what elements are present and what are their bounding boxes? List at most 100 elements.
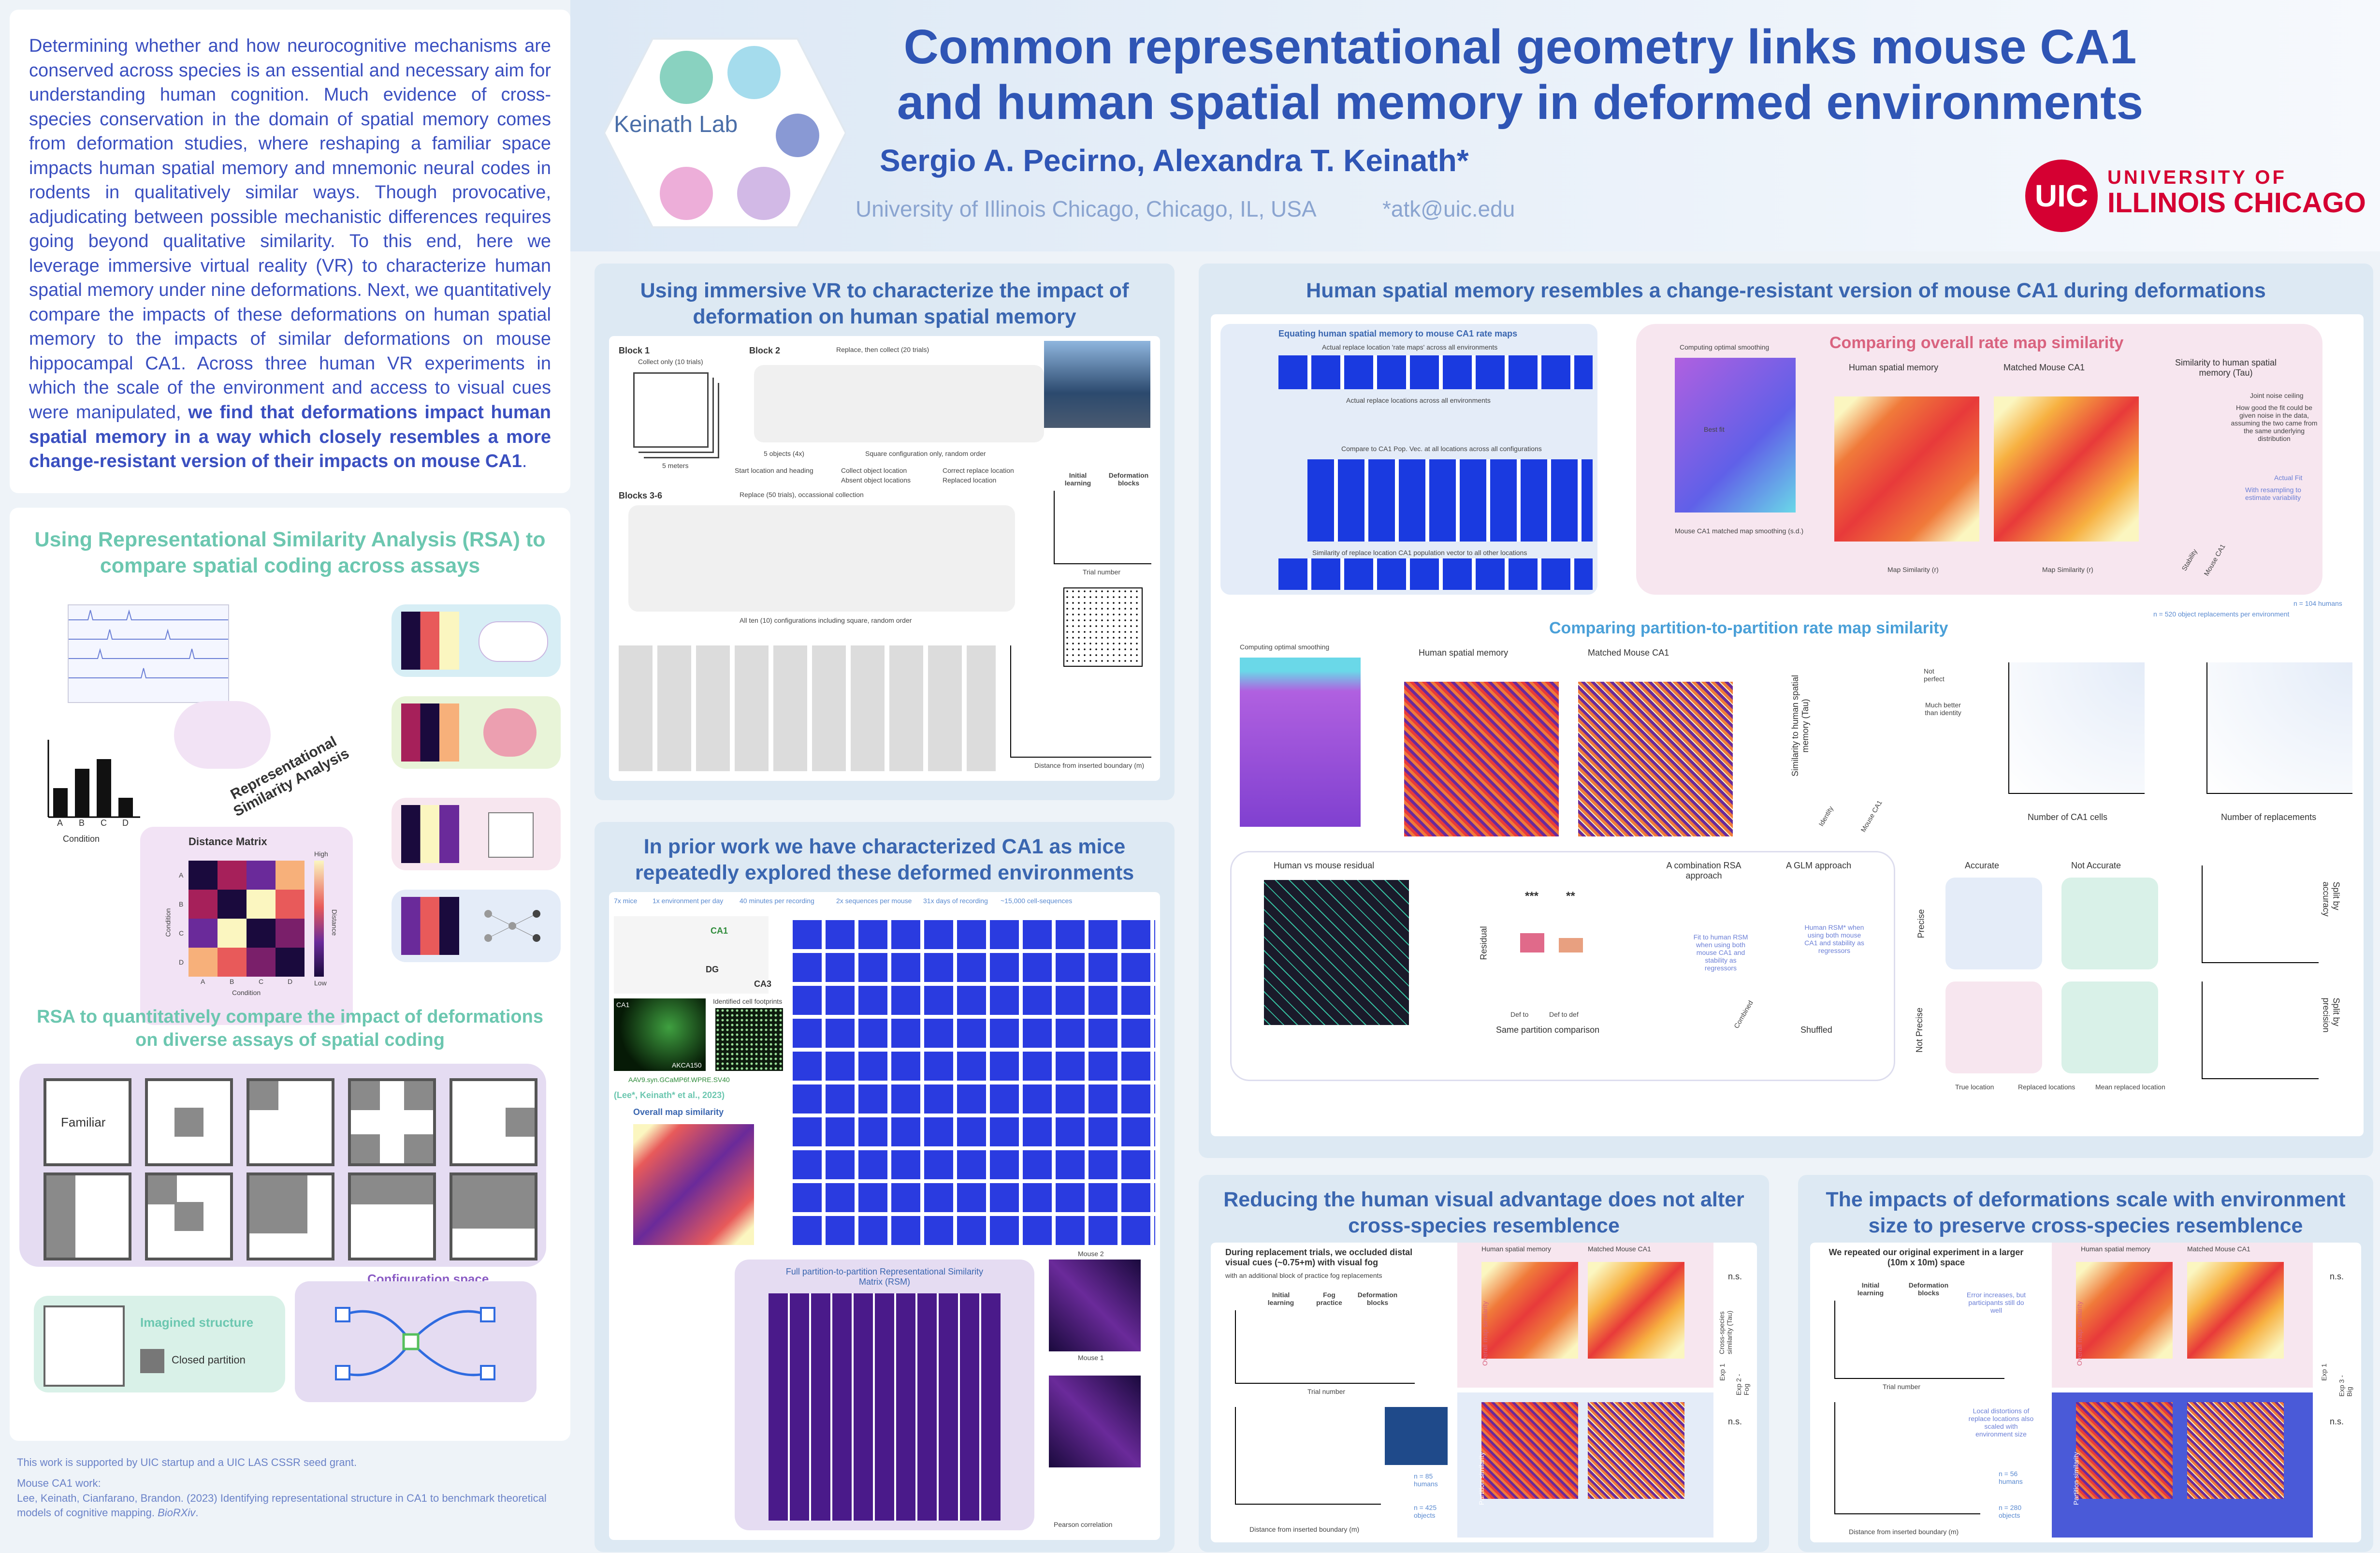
fog-deformation: Deformation blocks — [1357, 1291, 1398, 1306]
scale-partition-mouse — [2187, 1402, 2284, 1499]
overall-human-label: Human spatial memory — [1849, 363, 1939, 372]
overall-mouse-label: Matched Mouse CA1 — [2003, 363, 2085, 372]
vr-screenshot — [1044, 341, 1150, 428]
scale-initial: Initial learning — [1857, 1281, 1884, 1297]
uni-line1: UNIVERSITY OF — [2107, 167, 2287, 188]
fog-figure: During replacement trials, we occluded d… — [1211, 1243, 1757, 1542]
config-10 — [450, 1172, 537, 1260]
partition-human-label: Human spatial memory — [1419, 648, 1509, 658]
bar-cat-c: C — [101, 818, 107, 828]
scale-exp3: Exp 3 - Big — [2337, 1375, 2353, 1397]
matrix-xlabel: Condition — [232, 989, 261, 996]
combination-rsa: A combination RSA approach — [1666, 861, 1741, 880]
intro-end: . — [522, 451, 527, 472]
matrix-row-c: C — [179, 929, 184, 937]
closed-partition-label: Closed partition — [172, 1354, 246, 1366]
n-humans: n = 104 humans — [2293, 600, 2342, 607]
matrix-col-d: D — [288, 978, 293, 985]
imagined-structure-label: Imagined structure — [140, 1315, 254, 1330]
title-line2: and human spatial memory in deformed env… — [897, 75, 2144, 130]
brain-hexagon-icon — [603, 38, 847, 228]
deform-heading: RSA to quantitatively compare the impact… — [37, 1007, 543, 1050]
fog-n-humans: n = 85 humans — [1414, 1472, 1438, 1488]
intro-panel: Determining whether and how neurocogniti… — [10, 10, 570, 493]
not-precise-label: Not Precise — [1915, 1007, 1925, 1053]
assay-matrix-2 — [401, 703, 459, 762]
fog-overall-label: Overall map similarity — [1480, 1301, 1489, 1366]
footprints-label: Identified cell footprints — [713, 997, 783, 1005]
ca1-image-label: CA1 — [616, 1001, 630, 1009]
imagined-structure-panel: Imagined structure Closed partition — [34, 1296, 285, 1392]
five-objects: 5 objects (4x) — [764, 450, 805, 457]
config-2 — [145, 1078, 233, 1166]
assay-matrix-3 — [401, 805, 459, 863]
human-ratemap-strip — [1278, 355, 1593, 389]
human-heading: Human spatial memory resembles a change-… — [1306, 279, 2266, 302]
neural-network-icon — [483, 904, 541, 948]
scale-desc: We repeated our original experiment in a… — [1829, 1247, 2024, 1267]
scale-overall-label: Overall map similarity — [2075, 1301, 2083, 1366]
footer: This work is supported by UIC startup an… — [17, 1455, 568, 1521]
config-3 — [247, 1078, 334, 1166]
partition-similarity-label: Similarity to human spatial memory (Tau) — [1790, 674, 1810, 777]
lab-name: Keinath Lab — [614, 112, 738, 137]
scale-error-plot — [1834, 1301, 2004, 1379]
raster-plot — [68, 604, 229, 703]
comparing-overall: Comparing overall rate map similarity — [1829, 334, 2124, 352]
fog-trial-number: Trial number — [1307, 1388, 1346, 1395]
fog-overall-human — [1481, 1262, 1578, 1359]
precise-label: Precise — [1916, 909, 1926, 938]
num-ca1-cells: Number of CA1 cells — [2028, 812, 2108, 822]
fog-displacement-plot — [1235, 1407, 1381, 1505]
stat-3: 2x sequences per mouse — [836, 897, 912, 905]
distance-matrix — [189, 861, 305, 977]
matrix-row-a: A — [179, 871, 184, 879]
matrix-row-b: B — [179, 900, 184, 908]
true-location: True location — [1955, 1083, 1994, 1091]
accurate-label: Accurate — [1965, 861, 2000, 870]
human-panel: Human spatial memory resembles a change-… — [1199, 264, 2373, 1158]
fog-human-label: Human spatial memory — [1481, 1245, 1551, 1253]
scale-n-objects: n = 280 objects — [1999, 1504, 2022, 1519]
much-better: Much better than identity — [1925, 701, 1961, 717]
similarity-pv: Similarity of replace location CA1 popul… — [1312, 549, 1527, 557]
uic-logo: UIC — [2025, 160, 2098, 232]
fit-human-rsm: Fit to human RSM when using both mouse C… — [1693, 933, 1748, 972]
resampling: With resampling to estimate variability — [2245, 486, 2301, 501]
overall-similarity: Overall map similarity — [633, 1107, 724, 1117]
imprecise-accurate-box — [1945, 982, 2042, 1073]
memory-task-icon — [488, 812, 534, 858]
partition-mouse-ca1: Mouse CA1 — [1859, 799, 1884, 834]
vr-figure: Block 1 Collect only (10 trials) 5 meter… — [609, 336, 1160, 781]
not-accurate-label: Not Accurate — [2071, 861, 2121, 870]
similarity-to-human: Similarity to human spatial memory (Tau) — [2175, 358, 2277, 378]
config-7 — [145, 1172, 233, 1260]
mouse-smoothing: Mouse CA1 matched map smoothing (s.d.) — [1675, 527, 1804, 535]
assay-matrices — [392, 604, 561, 972]
residual-box-1 — [1520, 933, 1544, 952]
mouse2-seq3-matrix — [1049, 1376, 1141, 1467]
prior-heading: In prior work we have characterized CA1 … — [635, 835, 1134, 884]
matrix-col-b: B — [230, 978, 234, 985]
block2-maps — [754, 365, 1044, 442]
scale-human-label: Human spatial memory — [2081, 1245, 2150, 1253]
mouse1-label: Mouse 1 — [1078, 1354, 1104, 1362]
colorbar-label: Distance — [331, 909, 339, 936]
fog-exp1: Exp 1 — [1718, 1363, 1726, 1381]
fog-error-plot — [1235, 1310, 1415, 1384]
block2-label: Block 2 — [749, 346, 781, 355]
assay-matrix-1 — [401, 612, 459, 670]
fog-partition-human — [1481, 1402, 1578, 1499]
best-fit: Best fit — [1704, 425, 1725, 433]
actual-replace: Actual replace location 'rate maps' acro… — [1322, 343, 1498, 351]
scale-exp1: Exp 1 — [2320, 1363, 2328, 1381]
block1-label: Block 1 — [619, 346, 650, 355]
matched-ratemap-strip — [1278, 558, 1593, 590]
matrix-ylabel: Condition — [164, 908, 172, 937]
mouse-brain-illustration — [174, 701, 271, 769]
fog-partition-mouse — [1588, 1402, 1684, 1499]
square-config: Square configuration only, random order — [865, 450, 986, 457]
matrix-row-d: D — [179, 958, 184, 966]
partition-smoothing-heatmap — [1240, 658, 1361, 827]
fog-overall-mouse — [1588, 1262, 1684, 1359]
